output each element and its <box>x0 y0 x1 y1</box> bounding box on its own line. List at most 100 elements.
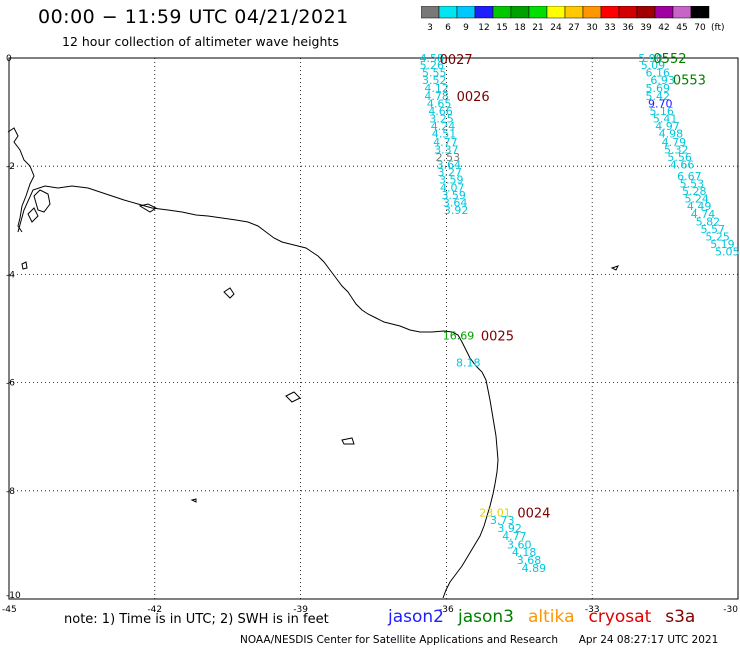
pass-id-0026: 0026 <box>457 90 490 105</box>
track-0552-0553: 5.905.096.166.935.695.429.705.165.414.97… <box>638 52 739 259</box>
scale-label-70: 70 <box>694 23 706 33</box>
wave-height-value: 16.69 <box>443 330 475 343</box>
pass-id-0552: 0552 <box>653 52 686 67</box>
lon-label: -39 <box>293 605 308 615</box>
pass-id-0027: 0027 <box>440 53 473 68</box>
northwest-coast-islands <box>7 127 35 233</box>
wave-height-value: 4.65 <box>427 97 452 110</box>
mainland-coastline <box>17 185 499 599</box>
scale-label-45: 45 <box>676 23 687 33</box>
wave-height-value: 5.24 <box>684 193 709 206</box>
wave-height-value: 5.16 <box>649 105 674 118</box>
wave-height-value: 4.97 <box>655 120 680 133</box>
island-f <box>610 265 619 271</box>
wave-height-value: 5.42 <box>646 90 671 103</box>
scale-label-9: 9 <box>463 23 469 33</box>
legend-jason3: jason3 <box>458 607 514 627</box>
credit-text: NOAA/NESDIS Center for Satellite Applica… <box>240 634 558 646</box>
wave-height-value: 4.51 <box>432 128 457 141</box>
lat-label: -4 <box>6 270 15 280</box>
wave-height-value: 3.37 <box>434 143 459 156</box>
wave-height-value: 4.58 <box>420 52 445 65</box>
wave-height-value: 3.59 <box>439 174 464 187</box>
estuary-island-3 <box>138 203 157 213</box>
wave-height-value: 4.74 <box>691 208 716 221</box>
wave-height-value: 6.93 <box>650 74 675 87</box>
wave-height-value: 4.77 <box>502 530 527 543</box>
wave-height-value: 4.89 <box>522 562 547 575</box>
axis-labels: -45 -42 -39 -36 -33 -30 0 -2 -4 -6 -8 -10 <box>2 54 738 615</box>
wave-height-value: 3.64 <box>437 159 462 172</box>
legend-cryosat: cryosat <box>588 607 652 627</box>
scale-label-30: 30 <box>586 23 598 33</box>
island-c <box>285 391 301 403</box>
wave-height-value: 5.28 <box>682 185 707 198</box>
wave-height-value: 5.90 <box>638 52 663 65</box>
wave-height-value: 4.07 <box>440 181 465 194</box>
scale-label-24: 24 <box>550 23 562 33</box>
lat-label: 0 <box>6 54 12 64</box>
island-e <box>190 498 197 503</box>
wave-height-value: 4.18 <box>512 546 537 559</box>
wave-height-value: 3.25 <box>429 113 454 126</box>
wave-height-color-scale: 3 6 9 12 15 18 21 24 27 30 33 36 39 42 45 70 (ft) <box>421 6 725 33</box>
estuary-island-2 <box>27 207 39 223</box>
pass-labels: 0027 0026 0025 0024 0552 0553 <box>440 52 706 521</box>
wave-height-value: 5.69 <box>646 82 671 95</box>
wave-height-value: 4.66 <box>428 105 453 118</box>
scale-unit: (ft) <box>711 23 725 33</box>
scale-label-42: 42 <box>658 23 669 33</box>
scale-label-21: 21 <box>532 23 543 33</box>
legend-s3a: s3a <box>665 607 696 627</box>
scale-label-12: 12 <box>478 23 489 33</box>
scale-label-15: 15 <box>496 23 507 33</box>
lat-label: -6 <box>6 379 15 389</box>
wave-height-value: 5.19 <box>710 238 735 251</box>
coastline <box>7 127 619 599</box>
wave-height-value: 4.12 <box>424 82 449 95</box>
wave-height-value: 3.27 <box>438 166 463 179</box>
scale-label-33: 33 <box>604 23 615 33</box>
wave-height-value: 3.92 <box>497 522 522 535</box>
wave-height-value: 3.68 <box>517 554 542 567</box>
wave-height-value: 3.73 <box>490 514 515 527</box>
estuary-island-1 <box>33 189 51 213</box>
footer-credit: NOAA/NESDIS Center for Satellite Applica… <box>240 634 718 646</box>
wave-height-value: 8.18 <box>456 357 481 370</box>
scale-swatch-70 <box>690 6 710 19</box>
map-plot-frame <box>8 57 739 600</box>
wave-height-value: 23.01 <box>479 506 511 519</box>
wave-height-value: 9.70 <box>648 97 673 110</box>
lon-label: -30 <box>723 605 738 615</box>
altimeter-tracks: 4.585.265.553.524.124.784.654.663.254.24… <box>420 52 740 575</box>
wave-height-value: 3.92 <box>444 204 469 217</box>
lat-label: -2 <box>6 162 15 172</box>
map-title: 00:00 − 11:59 UTC 04/21/2021 <box>38 6 349 28</box>
scale-label-39: 39 <box>640 23 652 33</box>
wave-height-value: 5.56 <box>667 151 692 164</box>
footer-timestamp: Apr 24 08:27:17 UTC 2021 <box>578 634 719 646</box>
lat-label: -8 <box>6 487 15 497</box>
lon-label: -36 <box>439 605 454 615</box>
wave-height-value: 5.09 <box>641 59 666 72</box>
wave-height-value: 6.16 <box>646 67 671 80</box>
wave-height-value: 5.05 <box>715 246 740 259</box>
track-0027-0026: 4.585.265.553.524.124.784.654.663.254.24… <box>420 52 469 217</box>
wave-height-value: 5.25 <box>705 231 730 244</box>
wave-height-value: 5.82 <box>696 215 721 228</box>
wave-height-value: 3.60 <box>507 538 532 551</box>
wave-height-value: 4.98 <box>659 128 684 141</box>
wave-height-value: 5.53 <box>680 178 705 191</box>
satellite-legend: jason2 jason3 altika cryosat s3a <box>388 607 709 627</box>
wave-height-value: 4.77 <box>433 136 458 149</box>
pass-id-0024: 0024 <box>517 506 550 521</box>
wave-height-value: 5.41 <box>653 113 678 126</box>
island-a <box>21 261 28 270</box>
lon-label: -33 <box>585 605 600 615</box>
lon-label: -42 <box>147 605 162 615</box>
scale-label-6: 6 <box>445 23 451 33</box>
scale-label-18: 18 <box>514 23 526 33</box>
wave-height-value: 3.59 <box>441 189 466 202</box>
scale-label-27: 27 <box>568 23 579 33</box>
